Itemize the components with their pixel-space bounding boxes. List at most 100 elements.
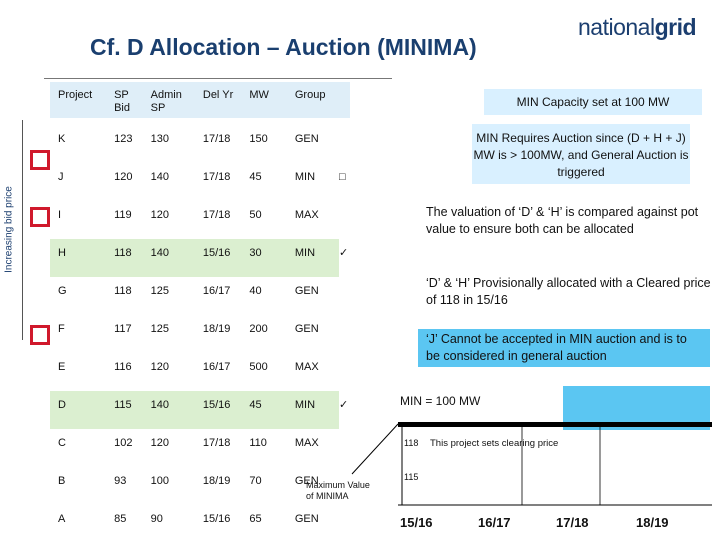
cell-project: G bbox=[58, 285, 67, 297]
cell-group: GEN bbox=[294, 475, 319, 487]
cell-mw: 45 bbox=[241, 391, 287, 429]
cell-mw: 110 bbox=[249, 437, 267, 449]
cell-del-yr: 17/18 bbox=[202, 437, 231, 449]
min-marker-j bbox=[30, 150, 50, 170]
chart-title: MIN = 100 MW bbox=[400, 394, 481, 408]
cell-group: MIN bbox=[286, 239, 339, 277]
min-threshold-bar bbox=[398, 422, 712, 427]
annotation-arrow bbox=[351, 423, 399, 475]
chart-layer: MIN = 100 MW 118 This project sets clearin… bbox=[306, 386, 712, 530]
logo-part-national: national bbox=[578, 14, 655, 40]
table-row-f: F 117 125 18/19 200 GEN bbox=[50, 315, 356, 353]
cell-del-yr: 17/18 bbox=[202, 209, 231, 221]
cell-mw: 500 bbox=[249, 361, 268, 373]
cell-project: K bbox=[58, 133, 66, 145]
table-row-a: A 85 90 15/16 65 GEN bbox=[50, 505, 356, 543]
auction-table: Project SP Bid Admin SP Del Yr MW Group … bbox=[50, 82, 356, 543]
cell-sp-bid: 116 bbox=[114, 361, 132, 373]
cell-mw: 70 bbox=[249, 475, 262, 487]
min-marker-d bbox=[30, 325, 50, 345]
provisional-allocation-note: ‘D’ & ‘H’ Provisionally allocated with a… bbox=[426, 276, 711, 307]
x-tick-label: 18/19 bbox=[636, 515, 669, 530]
table-row-b: B 93 100 18/19 70 GEN bbox=[50, 467, 356, 505]
cell-group: MAX bbox=[294, 209, 319, 221]
cell-project: D bbox=[50, 391, 107, 429]
cell-project: H bbox=[50, 239, 107, 277]
table-row-h: H 118 140 15/16 30 MIN ✓ bbox=[50, 239, 356, 277]
table-top-rule bbox=[44, 78, 392, 79]
logo-part-grid: grid bbox=[654, 14, 697, 40]
cell-admin-sp: 100 bbox=[150, 475, 170, 487]
cell-del-yr: 16/17 bbox=[202, 285, 231, 297]
cell-sp-bid: 93 bbox=[114, 475, 127, 487]
table-header-row: Project SP Bid Admin SP Del Yr MW Group bbox=[50, 82, 356, 125]
header-del-yr: Del Yr bbox=[202, 89, 234, 101]
bid-price-axis-line bbox=[22, 120, 23, 340]
header-sp-bid: SP Bid bbox=[114, 89, 130, 114]
cell-admin-sp: 120 bbox=[150, 361, 170, 373]
j-rejected-note: ‘J’ Cannot be accepted in MIN auction an… bbox=[418, 329, 710, 367]
cell-group: GEN bbox=[294, 133, 319, 145]
header-project: Project bbox=[58, 89, 93, 101]
cell-sp-bid: 118 bbox=[106, 239, 143, 277]
cell-mw: 30 bbox=[241, 239, 287, 277]
x-tick-label: 17/18 bbox=[556, 515, 589, 530]
cell-project: I bbox=[58, 209, 62, 221]
empty-square-mark: □ bbox=[339, 171, 346, 183]
cell-del-yr: 15/16 bbox=[194, 391, 242, 429]
cell-del-yr: 16/17 bbox=[202, 361, 231, 373]
cell-del-yr: 18/19 bbox=[202, 475, 231, 487]
cell-del-yr: 15/16 bbox=[202, 513, 231, 525]
cell-group: MAX bbox=[294, 437, 319, 449]
lower-value-label: 115 bbox=[404, 472, 418, 482]
cell-admin-sp: 120 bbox=[150, 209, 170, 221]
cell-group: GEN bbox=[294, 513, 319, 525]
table-row-g: G 118 125 16/17 40 GEN bbox=[50, 277, 356, 315]
cell-admin-sp: 140 bbox=[142, 239, 195, 277]
table-header-background bbox=[50, 82, 350, 118]
cell-mw: 50 bbox=[249, 209, 262, 221]
cell-admin-sp: 140 bbox=[150, 171, 170, 183]
cell-del-yr: 17/18 bbox=[202, 133, 231, 145]
cell-admin-sp: 90 bbox=[150, 513, 163, 525]
table-row-j: J 120 140 17/18 45 MIN □ bbox=[50, 163, 356, 201]
national-grid-logo: nationalgrid bbox=[578, 14, 697, 41]
cell-sp-bid: 118 bbox=[114, 285, 132, 297]
cell-admin-sp: 125 bbox=[150, 323, 170, 335]
valuation-note: The valuation of ‘D’ & ‘H’ is compared a… bbox=[426, 205, 699, 236]
min-capacity-note: MIN Capacity set at 100 MW bbox=[484, 89, 702, 115]
cell-sp-bid: 123 bbox=[114, 133, 133, 145]
cell-group: GEN bbox=[294, 285, 319, 297]
cell-sp-bid: 115 bbox=[106, 391, 143, 429]
annotation-label: Maximum Value of MINIMA bbox=[306, 480, 370, 501]
cell-group: GEN bbox=[294, 323, 319, 335]
cell-mw: 150 bbox=[249, 133, 268, 145]
cell-group: MIN bbox=[286, 391, 339, 429]
cell-admin-sp: 130 bbox=[150, 133, 170, 145]
cell-sp-bid: 120 bbox=[114, 171, 133, 183]
checkmark-icon: ✓ bbox=[339, 247, 349, 259]
cell-admin-sp: 125 bbox=[150, 285, 170, 297]
cell-project: E bbox=[58, 361, 66, 373]
clearing-price-label: This project sets clearing price bbox=[430, 438, 558, 449]
cell-group: MIN bbox=[294, 171, 316, 183]
min-marker-h bbox=[30, 207, 50, 227]
cell-project: J bbox=[58, 171, 64, 183]
checkmark-icon: ✓ bbox=[339, 399, 349, 411]
cell-mw: 45 bbox=[249, 171, 262, 183]
cell-project: C bbox=[58, 437, 66, 449]
cell-mw: 40 bbox=[249, 285, 262, 297]
min-requires-auction-note: MIN Requires Auction since (D + H + J) M… bbox=[472, 124, 690, 184]
cell-sp-bid: 102 bbox=[114, 437, 133, 449]
cell-project: B bbox=[58, 475, 66, 487]
cell-admin-sp: 120 bbox=[150, 437, 170, 449]
cell-mw: 65 bbox=[249, 513, 262, 525]
cell-mw: 200 bbox=[249, 323, 268, 335]
table-row-i: I 119 120 17/18 50 MAX bbox=[50, 201, 356, 239]
table-row-k: K 123 130 17/18 150 GEN bbox=[50, 125, 356, 163]
cell-sp-bid: 119 bbox=[114, 209, 132, 221]
table-row-c: C 102 120 17/18 110 MAX bbox=[50, 429, 356, 467]
cell-sp-bid: 85 bbox=[114, 513, 127, 525]
page-title: Cf. D Allocation – Auction (MINIMA) bbox=[90, 34, 477, 60]
